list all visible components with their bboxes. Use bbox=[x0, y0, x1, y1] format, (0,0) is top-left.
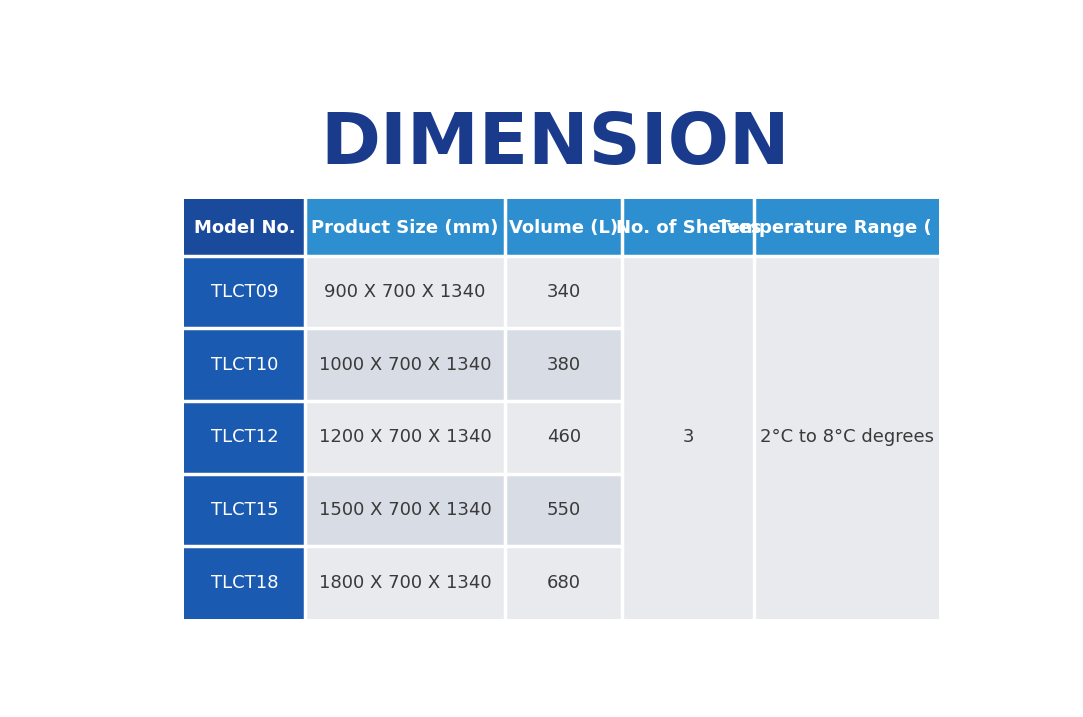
Text: TLCT18: TLCT18 bbox=[211, 574, 278, 592]
Text: 1000 X 700 X 1340: 1000 X 700 X 1340 bbox=[318, 356, 492, 374]
Text: TLCT10: TLCT10 bbox=[211, 356, 278, 374]
Text: No. of Shelves: No. of Shelves bbox=[615, 219, 761, 237]
Text: 900 X 700 X 1340: 900 X 700 X 1340 bbox=[324, 283, 485, 301]
Text: 550: 550 bbox=[547, 501, 580, 519]
Text: 2°C to 8°C degrees: 2°C to 8°C degrees bbox=[760, 428, 934, 447]
Text: 1800 X 700 X 1340: 1800 X 700 X 1340 bbox=[318, 574, 492, 592]
Text: Temperature Range ( °C ): Temperature Range ( °C ) bbox=[718, 219, 976, 237]
Text: 380: 380 bbox=[547, 356, 580, 374]
Text: 1500 X 700 X 1340: 1500 X 700 X 1340 bbox=[318, 501, 492, 519]
Text: TLCT09: TLCT09 bbox=[211, 283, 278, 301]
Text: 1200 X 700 X 1340: 1200 X 700 X 1340 bbox=[318, 428, 492, 447]
Text: Model No.: Model No. bbox=[194, 219, 296, 237]
Text: Product Size (mm): Product Size (mm) bbox=[311, 219, 498, 237]
Text: 340: 340 bbox=[547, 283, 580, 301]
Text: DIMENSION: DIMENSION bbox=[321, 110, 790, 179]
Text: 460: 460 bbox=[547, 428, 580, 447]
Text: 3: 3 bbox=[682, 428, 694, 447]
Text: Volume (L): Volume (L) bbox=[509, 219, 618, 237]
Text: 680: 680 bbox=[547, 574, 580, 592]
Text: TLCT15: TLCT15 bbox=[211, 501, 278, 519]
Text: TLCT12: TLCT12 bbox=[211, 428, 278, 447]
